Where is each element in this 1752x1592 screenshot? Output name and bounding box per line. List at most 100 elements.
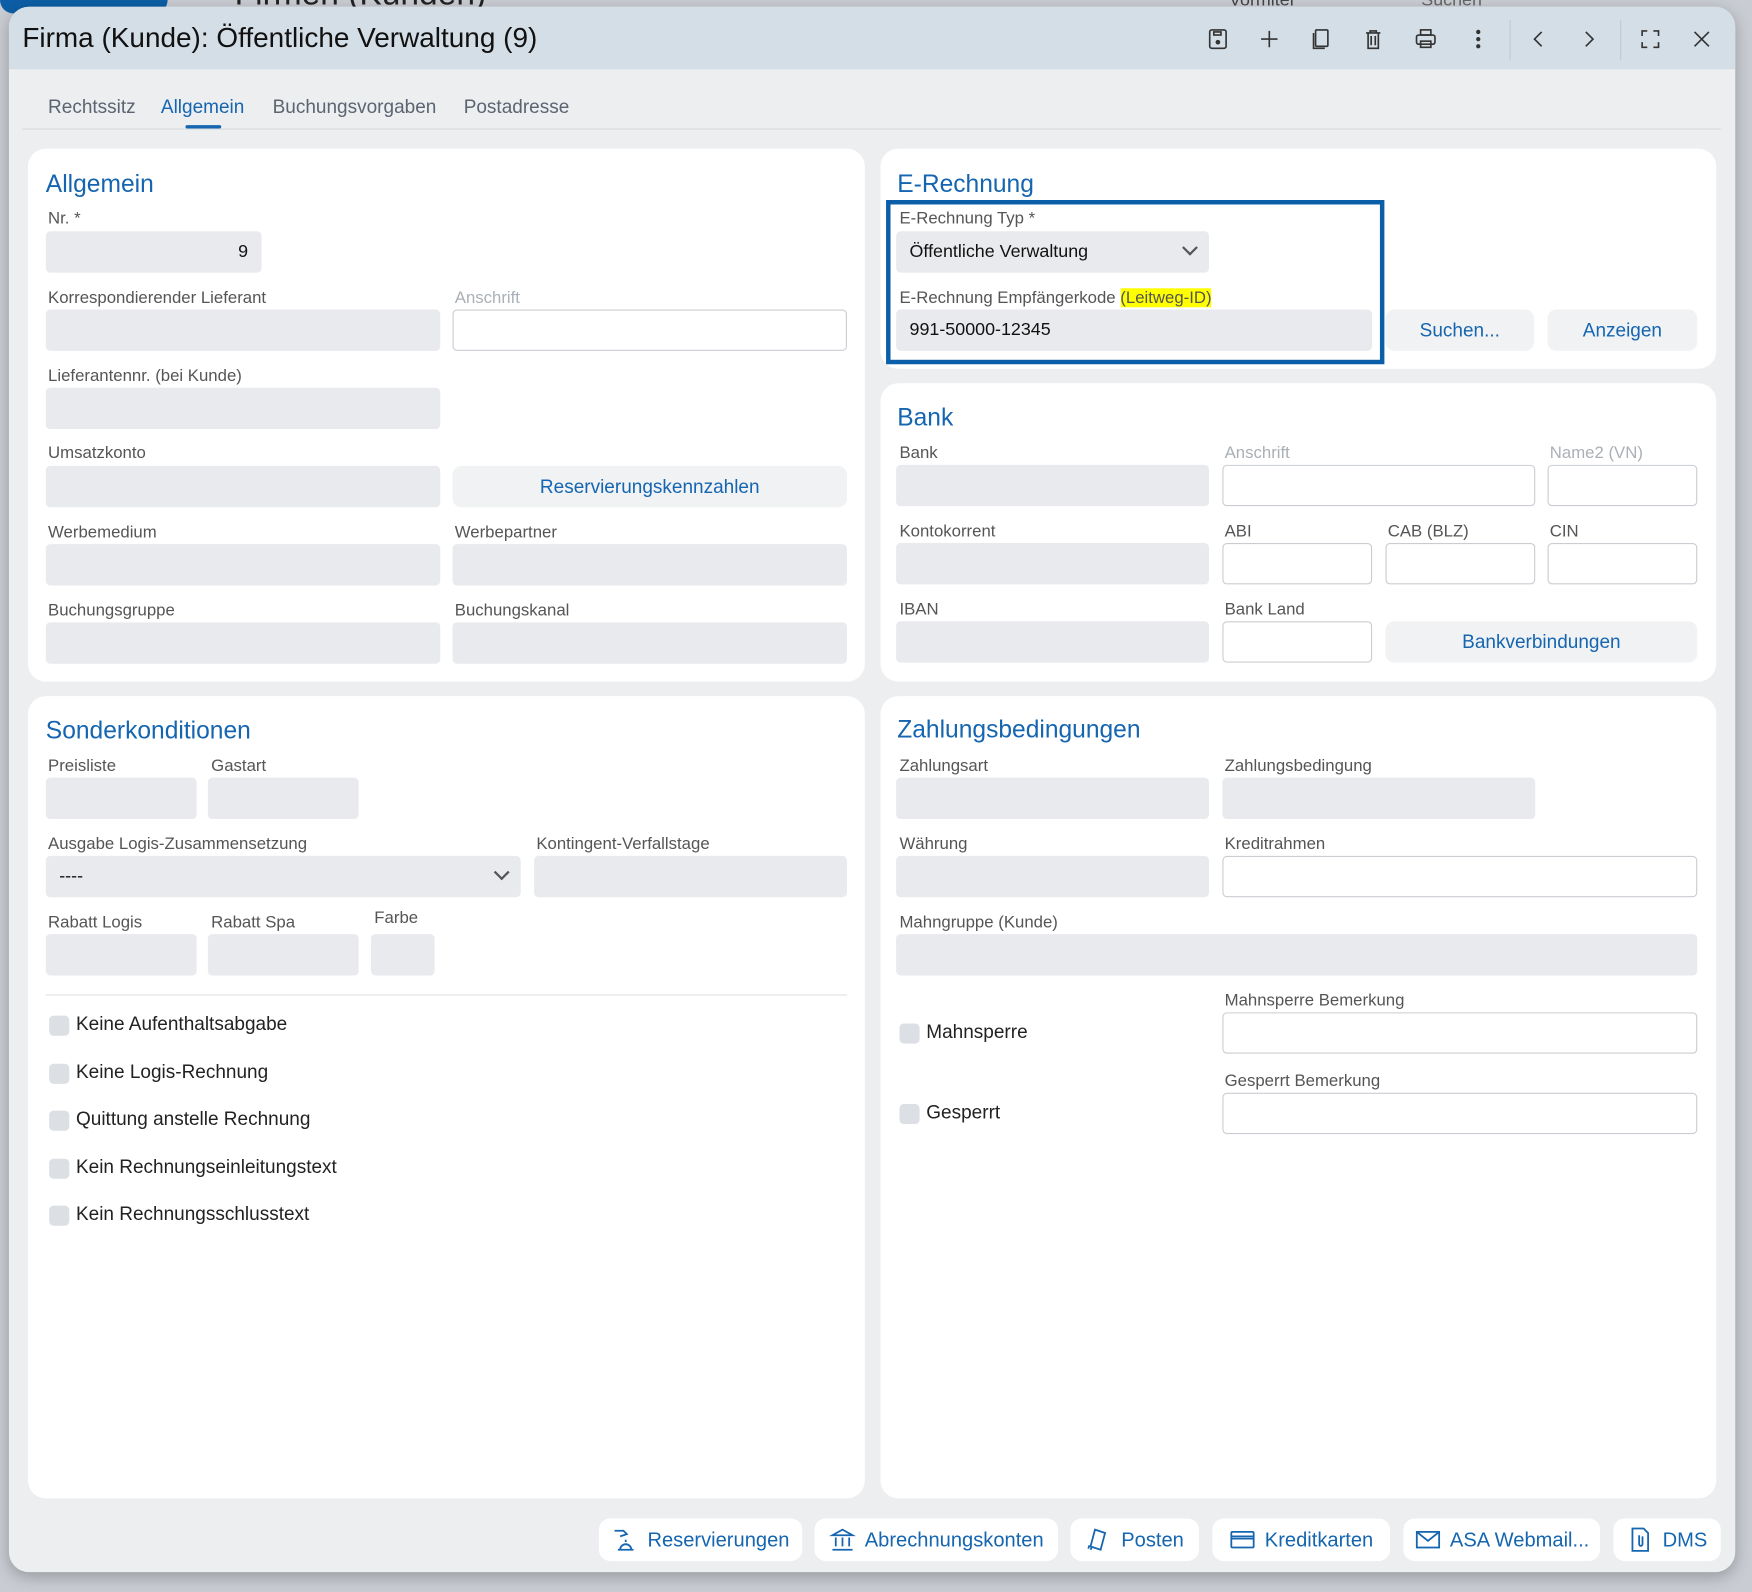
iban-input[interactable] <box>896 621 1209 663</box>
e-rechnung-typ-select[interactable]: Öffentliche Verwaltung <box>896 231 1209 273</box>
tab-rechtssitz[interactable]: Rechtssitz <box>48 96 136 118</box>
gastart-label: Gastart <box>211 756 267 776</box>
farbe-input[interactable] <box>370 934 435 976</box>
mahnsperre-label: Mahnsperre <box>926 1021 1028 1043</box>
mahngruppe-input[interactable] <box>896 934 1698 976</box>
bank-input[interactable] <box>896 464 1209 507</box>
suchen-button[interactable]: Suchen... <box>1385 309 1535 351</box>
tab-allgemein[interactable]: Allgemein <box>160 96 245 118</box>
cin-input[interactable] <box>1547 543 1698 585</box>
e-rechnung-typ-label: E-Rechnung Typ * <box>899 208 1036 228</box>
buchungsgruppe-label: Buchungsgruppe <box>48 601 175 621</box>
chevron-left-button[interactable] <box>1524 25 1553 54</box>
save-button[interactable] <box>1203 25 1232 54</box>
save-icon <box>1208 29 1227 50</box>
rabatt-logis-input[interactable] <box>45 934 197 976</box>
print-button[interactable] <box>1411 25 1440 54</box>
chevron-down-icon <box>1182 239 1198 256</box>
gastart-input[interactable] <box>207 777 359 820</box>
kreditrahmen-input[interactable] <box>1222 855 1698 898</box>
anzeigen-button[interactable]: Anzeigen <box>1547 309 1698 351</box>
footer-button-reservierungen[interactable]: Reservierungen <box>598 1518 803 1561</box>
bankverbindungen-button[interactable]: Bankverbindungen <box>1385 621 1698 663</box>
logis-zusammensetzung-label: Ausgabe Logis-Zusammensetzung <box>48 834 308 854</box>
reservierungskennzahlen-button[interactable]: Reservierungskennzahlen <box>452 465 847 508</box>
mahnsperre-bemerkung-label: Mahnsperre Bemerkung <box>1224 991 1405 1011</box>
mahnsperre-checkbox[interactable] <box>899 1023 920 1044</box>
close-button[interactable] <box>1687 25 1716 54</box>
rabatt-logis-label: Rabatt Logis <box>48 912 143 932</box>
option-1-checkbox[interactable] <box>49 1015 70 1036</box>
option-2-label: Keine Logis-Rechnung <box>75 1061 269 1083</box>
zahlungsbedingung-input[interactable] <box>1222 777 1536 820</box>
name2-input[interactable] <box>1547 464 1698 507</box>
abi-input[interactable] <box>1222 543 1373 585</box>
bank-icon <box>829 1528 856 1551</box>
chevron-down-icon <box>493 863 510 880</box>
mahnsperre-bemerkung-input[interactable] <box>1222 1012 1698 1054</box>
footer-button-label: Abrechnungskonten <box>864 1527 1044 1551</box>
receipt-icon <box>1087 1528 1107 1551</box>
option-5-checkbox[interactable] <box>49 1205 70 1226</box>
more-vertical-button[interactable] <box>1464 25 1493 54</box>
footer-button-abrechnungskonten[interactable]: Abrechnungskonten <box>814 1518 1059 1561</box>
empfaengerkode-label: E-Rechnung Empfängerkode (Leitweg-ID) <box>899 288 1212 308</box>
mahngruppe-label: Mahngruppe (Kunde) <box>899 912 1058 932</box>
lieferantennr-input[interactable] <box>45 387 441 430</box>
option-4-label: Kein Rechnungseinleitungstext <box>75 1156 337 1178</box>
abi-label: ABI <box>1224 521 1252 541</box>
zahlungsart-input[interactable] <box>896 777 1209 820</box>
trash-button[interactable] <box>1359 25 1388 54</box>
anschrift-input[interactable] <box>452 309 847 351</box>
reception-bell-icon <box>615 1529 635 1551</box>
fullscreen-icon <box>1641 30 1660 49</box>
werbemedium-input[interactable] <box>45 544 441 586</box>
footer-button-label: ASA Webmail... <box>1449 1527 1590 1551</box>
bank-anschrift-input[interactable] <box>1222 464 1536 507</box>
waehrung-input[interactable] <box>896 855 1209 898</box>
more-vertical-icon <box>1476 29 1481 49</box>
option-1-label: Keine Aufenthaltsabgabe <box>75 1013 288 1035</box>
chevron-right-button[interactable] <box>1574 25 1603 54</box>
copy-button[interactable] <box>1306 25 1335 54</box>
gesperrt-checkbox[interactable] <box>899 1103 920 1125</box>
option-2-checkbox[interactable] <box>49 1063 70 1084</box>
option-4-checkbox[interactable] <box>49 1158 70 1179</box>
kontokorrent-input[interactable] <box>896 543 1209 585</box>
cab-input[interactable] <box>1385 543 1536 585</box>
zahlungsbedingung-label: Zahlungsbedingung <box>1224 756 1372 776</box>
close-icon <box>1693 31 1710 47</box>
preisliste-input[interactable] <box>45 777 197 820</box>
footer-button-dms[interactable]: DMS <box>1613 1518 1721 1561</box>
allgemein-title: Allgemein <box>45 169 154 198</box>
buchungsgruppe-input[interactable] <box>45 622 441 664</box>
bank-land-input[interactable] <box>1222 621 1373 663</box>
footer-button-label: Reservierungen <box>647 1527 790 1551</box>
select-value: ---- <box>59 866 84 886</box>
footer-button-label: DMS <box>1662 1527 1708 1551</box>
umsatzkonto-input[interactable] <box>45 465 441 508</box>
fullscreen-button[interactable] <box>1636 25 1665 54</box>
korr-lieferant-input[interactable] <box>45 309 441 351</box>
window-header <box>8 6 1736 70</box>
window-title: Firma (Kunde): Öffentliche Verwaltung (9… <box>22 22 538 54</box>
footer-button-asa-webmail[interactable]: ASA Webmail... <box>1403 1518 1601 1561</box>
werbepartner-input[interactable] <box>452 544 847 586</box>
empfaengerkode-input[interactable]: 991-50000-12345 <box>896 309 1373 351</box>
gesperrt-bemerkung-input[interactable] <box>1222 1092 1698 1135</box>
plus-button[interactable] <box>1255 25 1284 54</box>
tab-postadresse[interactable]: Postadresse <box>463 96 570 118</box>
kontingent-input[interactable] <box>534 855 847 898</box>
rabatt-spa-input[interactable] <box>207 934 359 976</box>
option-3-checkbox[interactable] <box>49 1110 70 1131</box>
nr-input[interactable]: 9 <box>45 231 262 273</box>
lieferantennr-label: Lieferantennr. (bei Kunde) <box>48 366 242 386</box>
footer-button-kreditkarten[interactable]: Kreditkarten <box>1212 1518 1390 1561</box>
werbepartner-label: Werbepartner <box>454 522 557 542</box>
plus-icon <box>1261 30 1278 48</box>
footer-button-label: Posten <box>1121 1527 1184 1551</box>
buchungskanal-input[interactable] <box>452 622 847 664</box>
tab-buchungsvorgaben[interactable]: Buchungsvorgaben <box>272 96 437 118</box>
logis-zusammensetzung-select[interactable]: ---- <box>45 855 521 898</box>
footer-button-posten[interactable]: Posten <box>1070 1518 1199 1561</box>
